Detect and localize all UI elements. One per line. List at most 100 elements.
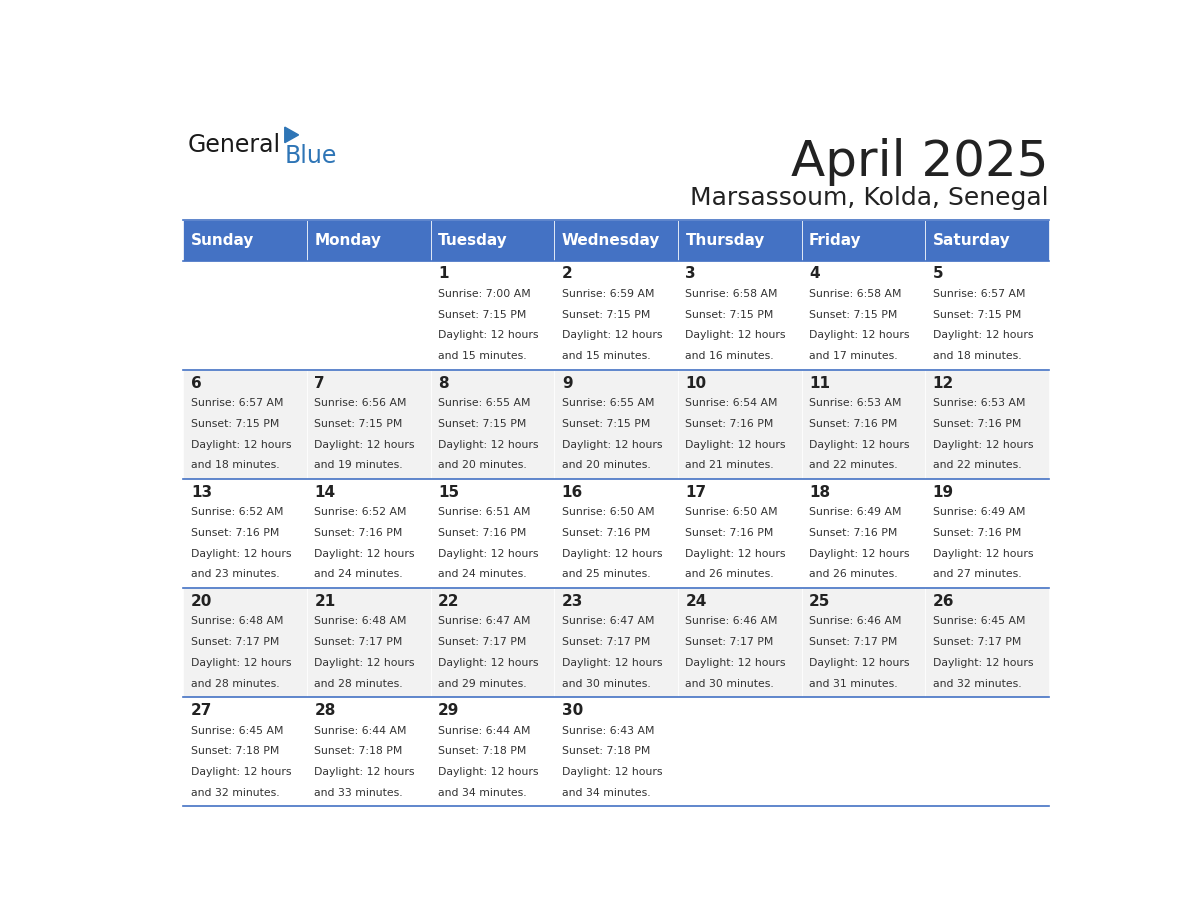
Text: Sunset: 7:18 PM: Sunset: 7:18 PM <box>191 746 279 756</box>
Text: Monday: Monday <box>315 233 381 248</box>
Text: 30: 30 <box>562 703 583 718</box>
Text: 1: 1 <box>438 266 449 282</box>
Text: Sunset: 7:15 PM: Sunset: 7:15 PM <box>933 309 1020 319</box>
Bar <box>183 588 308 698</box>
Text: and 33 minutes.: and 33 minutes. <box>315 788 403 798</box>
Text: and 30 minutes.: and 30 minutes. <box>685 678 775 688</box>
Text: Sunrise: 6:44 AM: Sunrise: 6:44 AM <box>315 725 407 735</box>
Text: Sunrise: 6:54 AM: Sunrise: 6:54 AM <box>685 398 778 409</box>
Text: Sunrise: 6:59 AM: Sunrise: 6:59 AM <box>562 289 655 299</box>
Text: Sunset: 7:18 PM: Sunset: 7:18 PM <box>315 746 403 756</box>
Text: Sunset: 7:16 PM: Sunset: 7:16 PM <box>438 528 526 538</box>
Bar <box>555 479 678 588</box>
Text: Daylight: 12 hours: Daylight: 12 hours <box>191 658 291 668</box>
Text: and 17 minutes.: and 17 minutes. <box>809 352 898 361</box>
Text: Daylight: 12 hours: Daylight: 12 hours <box>685 549 786 559</box>
Text: Daylight: 12 hours: Daylight: 12 hours <box>191 549 291 559</box>
Text: Sunrise: 6:48 AM: Sunrise: 6:48 AM <box>191 616 284 626</box>
Bar <box>183 479 308 588</box>
Bar <box>555 698 678 806</box>
Bar <box>555 261 678 370</box>
Text: Sunset: 7:15 PM: Sunset: 7:15 PM <box>562 309 650 319</box>
Text: Sunset: 7:15 PM: Sunset: 7:15 PM <box>438 419 526 429</box>
Bar <box>308 698 431 806</box>
Text: and 20 minutes.: and 20 minutes. <box>438 460 526 470</box>
Text: and 22 minutes.: and 22 minutes. <box>809 460 898 470</box>
Text: 15: 15 <box>438 485 460 499</box>
Bar <box>308 370 431 479</box>
Text: Sunset: 7:15 PM: Sunset: 7:15 PM <box>562 419 650 429</box>
Text: Daylight: 12 hours: Daylight: 12 hours <box>438 330 538 341</box>
Text: Sunset: 7:17 PM: Sunset: 7:17 PM <box>438 637 526 647</box>
Text: Sunset: 7:16 PM: Sunset: 7:16 PM <box>685 419 773 429</box>
Text: Daylight: 12 hours: Daylight: 12 hours <box>315 767 415 777</box>
Text: Sunrise: 6:52 AM: Sunrise: 6:52 AM <box>315 508 407 517</box>
Text: and 18 minutes.: and 18 minutes. <box>191 460 279 470</box>
Text: Sunset: 7:16 PM: Sunset: 7:16 PM <box>809 419 897 429</box>
Text: 23: 23 <box>562 594 583 609</box>
Text: Sunrise: 6:58 AM: Sunrise: 6:58 AM <box>685 289 778 299</box>
Text: Sunrise: 6:50 AM: Sunrise: 6:50 AM <box>562 508 655 517</box>
Text: Daylight: 12 hours: Daylight: 12 hours <box>809 658 910 668</box>
Text: and 32 minutes.: and 32 minutes. <box>933 678 1022 688</box>
Text: Sunset: 7:18 PM: Sunset: 7:18 PM <box>562 746 650 756</box>
Text: Sunset: 7:16 PM: Sunset: 7:16 PM <box>191 528 279 538</box>
Text: 24: 24 <box>685 594 707 609</box>
Bar <box>678 698 802 806</box>
Text: 16: 16 <box>562 485 583 499</box>
Text: 14: 14 <box>315 485 336 499</box>
Text: and 26 minutes.: and 26 minutes. <box>685 569 775 579</box>
Text: 13: 13 <box>191 485 211 499</box>
Text: 7: 7 <box>315 375 326 390</box>
Bar <box>183 370 308 479</box>
Text: Daylight: 12 hours: Daylight: 12 hours <box>809 330 910 341</box>
Bar <box>678 588 802 698</box>
Text: and 30 minutes.: and 30 minutes. <box>562 678 651 688</box>
Text: Daylight: 12 hours: Daylight: 12 hours <box>562 330 662 341</box>
Text: Sunset: 7:15 PM: Sunset: 7:15 PM <box>809 309 897 319</box>
Text: and 15 minutes.: and 15 minutes. <box>438 352 526 361</box>
Text: Daylight: 12 hours: Daylight: 12 hours <box>191 440 291 450</box>
Text: 6: 6 <box>191 375 202 390</box>
Bar <box>802 219 925 261</box>
Bar <box>925 370 1049 479</box>
Bar <box>678 261 802 370</box>
Text: Sunrise: 6:43 AM: Sunrise: 6:43 AM <box>562 725 655 735</box>
Text: and 34 minutes.: and 34 minutes. <box>562 788 650 798</box>
Text: Friday: Friday <box>809 233 861 248</box>
Text: Sunset: 7:15 PM: Sunset: 7:15 PM <box>438 309 526 319</box>
Text: Sunset: 7:17 PM: Sunset: 7:17 PM <box>191 637 279 647</box>
Text: Daylight: 12 hours: Daylight: 12 hours <box>562 440 662 450</box>
Text: Sunset: 7:17 PM: Sunset: 7:17 PM <box>562 637 650 647</box>
Text: Daylight: 12 hours: Daylight: 12 hours <box>562 767 662 777</box>
Bar <box>925 261 1049 370</box>
Bar <box>802 261 925 370</box>
Bar <box>925 698 1049 806</box>
Bar <box>183 698 308 806</box>
Text: Daylight: 12 hours: Daylight: 12 hours <box>315 549 415 559</box>
Text: 11: 11 <box>809 375 830 390</box>
Text: 20: 20 <box>191 594 213 609</box>
Text: Sunset: 7:16 PM: Sunset: 7:16 PM <box>562 528 650 538</box>
Text: 18: 18 <box>809 485 830 499</box>
Bar <box>308 588 431 698</box>
Bar <box>183 261 308 370</box>
Text: Sunrise: 6:46 AM: Sunrise: 6:46 AM <box>809 616 902 626</box>
Polygon shape <box>285 127 298 142</box>
Text: Sunrise: 6:45 AM: Sunrise: 6:45 AM <box>191 725 284 735</box>
Text: Daylight: 12 hours: Daylight: 12 hours <box>438 658 538 668</box>
Text: April 2025: April 2025 <box>791 139 1049 186</box>
Text: Daylight: 12 hours: Daylight: 12 hours <box>685 440 786 450</box>
Text: and 28 minutes.: and 28 minutes. <box>191 678 279 688</box>
Text: 8: 8 <box>438 375 449 390</box>
Text: Sunrise: 6:56 AM: Sunrise: 6:56 AM <box>315 398 407 409</box>
Text: and 16 minutes.: and 16 minutes. <box>685 352 775 361</box>
Bar <box>678 219 802 261</box>
Text: Sunset: 7:15 PM: Sunset: 7:15 PM <box>685 309 773 319</box>
Text: Sunrise: 6:57 AM: Sunrise: 6:57 AM <box>933 289 1025 299</box>
Bar <box>925 219 1049 261</box>
Text: Sunrise: 6:53 AM: Sunrise: 6:53 AM <box>809 398 902 409</box>
Text: 27: 27 <box>191 703 213 718</box>
Bar <box>802 588 925 698</box>
Text: Sunrise: 6:47 AM: Sunrise: 6:47 AM <box>562 616 655 626</box>
